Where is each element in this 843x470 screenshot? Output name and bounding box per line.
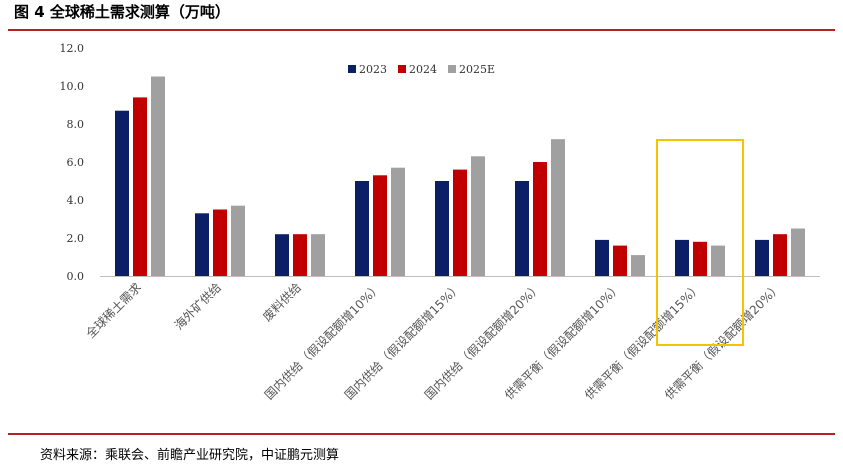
legend-label: 2023 xyxy=(359,63,387,76)
bar-2024-4 xyxy=(453,169,467,276)
bar-2023-3 xyxy=(355,181,369,276)
source-note: 资料来源：乘联会、前瞻产业研究院，中证鹏元测算 xyxy=(40,448,340,463)
bar-2025E-7 xyxy=(711,245,725,276)
legend: 2023 2024 2025E xyxy=(348,63,495,76)
bar-2023-2 xyxy=(275,234,289,276)
bar-2024-8 xyxy=(773,234,787,276)
bar-2023-0 xyxy=(115,110,129,276)
y-tick-label: 6.0 xyxy=(67,156,85,169)
bar-2025E-1 xyxy=(231,205,245,276)
bar-2024-3 xyxy=(373,175,387,276)
bar-2025E-6 xyxy=(631,255,645,276)
y-tick-label: 4.0 xyxy=(67,194,85,207)
bars-group xyxy=(115,76,805,277)
y-tick-label: 8.0 xyxy=(67,118,85,131)
bar-2023-8 xyxy=(755,239,769,276)
bar-chart: 0.0 2.0 4.0 6.0 8.0 10.0 12.0 全球稀土需求 海外矿供给 废料供给国… xyxy=(60,42,820,403)
bar-2024-6 xyxy=(613,245,627,276)
legend-swatch-2025E xyxy=(448,65,456,73)
y-tick-label: 10.0 xyxy=(60,80,85,93)
highlight-box xyxy=(656,139,744,346)
category-label: 废料供给 xyxy=(260,280,305,325)
top-rule xyxy=(8,29,835,31)
bottom-rule xyxy=(8,433,835,435)
bar-2025E-0 xyxy=(151,76,165,276)
category-label: 海外矿供给 xyxy=(171,280,224,333)
legend-label: 2025E xyxy=(459,63,495,76)
bar-2023-6 xyxy=(595,239,609,276)
bar-2025E-4 xyxy=(471,156,485,276)
legend-swatch-2023 xyxy=(348,65,356,73)
y-axis: 0.0 2.0 4.0 6.0 8.0 10.0 12.0 xyxy=(60,42,85,283)
y-tick-label: 0.0 xyxy=(67,270,85,283)
bar-2023-4 xyxy=(435,181,449,276)
bar-2025E-3 xyxy=(391,167,405,276)
bar-2025E-2 xyxy=(311,234,325,276)
bar-2025E-8 xyxy=(791,228,805,276)
category-label: 全球稀土需求 xyxy=(83,280,145,342)
legend-label: 2024 xyxy=(409,63,437,76)
bar-2024-2 xyxy=(293,234,307,276)
category-labels: 全球稀土需求 海外矿供给 废料供给国内供给（假设配额增10%）国内供给（假设配额增1… xyxy=(83,280,785,403)
legend-swatch-2024 xyxy=(398,65,406,73)
bar-2023-5 xyxy=(515,181,529,276)
bar-2024-1 xyxy=(213,209,227,276)
bar-2023-7 xyxy=(675,239,689,276)
bar-2025E-5 xyxy=(551,139,565,276)
y-tick-label: 2.0 xyxy=(67,232,85,245)
y-tick-label: 12.0 xyxy=(60,42,85,55)
figure-title: 图 4 全球稀土需求测算（万吨） xyxy=(14,3,230,21)
bar-2023-1 xyxy=(195,213,209,276)
bar-2024-7 xyxy=(693,241,707,276)
bar-2024-0 xyxy=(133,97,147,277)
bar-2024-5 xyxy=(533,162,547,276)
